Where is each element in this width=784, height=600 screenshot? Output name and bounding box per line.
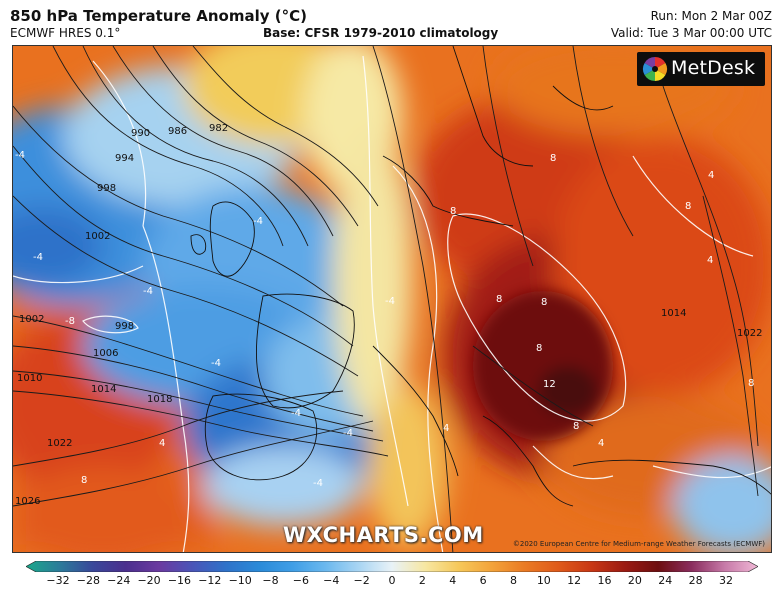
colorbar-tick-label: 28 (688, 574, 703, 587)
anomaly-label: 8 (573, 421, 579, 432)
anomaly-label: -4 (291, 408, 301, 419)
anomaly-label: 8 (541, 297, 547, 308)
isobar-label: 986 (168, 126, 187, 137)
anomaly-label: 4 (708, 170, 714, 181)
colorbar-tick-label: −6 (292, 574, 310, 587)
anomaly-label: 8 (748, 378, 754, 389)
colorbar (26, 561, 758, 572)
metdesk-logo-text: MetDesk (671, 57, 756, 79)
isobar-label: 1022 (47, 438, 72, 449)
isobar-label: 998 (97, 183, 116, 194)
anomaly-label: -4 (33, 252, 43, 263)
coastlines (190, 46, 771, 507)
anomaly-label: -4 (211, 358, 221, 369)
map-canvas: 990 986 982 994 998 1002 1002 998 1006 1… (13, 46, 771, 552)
colorbar-tick-label: −28 (76, 574, 100, 587)
colorbar-tick-label: −24 (107, 574, 131, 587)
isobar-label: 1018 (147, 394, 172, 405)
isobar-label: 1006 (93, 348, 118, 359)
wxcharts-watermark: WXCHARTS.COM (283, 523, 484, 547)
anomaly-map: 990 986 982 994 998 1002 1002 998 1006 1… (12, 45, 772, 553)
metdesk-logo-icon (642, 56, 668, 81)
anomaly-label: 4 (159, 438, 165, 449)
isobar-label: 1002 (19, 314, 44, 325)
colorbar-tick-label: −8 (262, 574, 279, 587)
anomaly-label: 4 (707, 255, 713, 266)
isobar-label-group: 990 986 982 994 998 1002 1002 998 1006 1… (15, 123, 762, 507)
anomaly-label: 8 (685, 201, 691, 212)
colorbar-tick-label: −4 (323, 574, 340, 587)
isobar-label: 1002 (85, 231, 110, 242)
isobar-label: 994 (115, 153, 134, 164)
colorbar-tick-label: −10 (228, 574, 252, 587)
colorbar-tick-label: −2 (353, 574, 370, 587)
anomaly-label: -8 (65, 316, 75, 327)
metdesk-logo: MetDesk (637, 52, 765, 86)
copyright-notice: ©2020 European Centre for Medium-range W… (512, 540, 765, 548)
colorbar-tick-label: −16 (167, 574, 192, 587)
anomaly-label: 8 (550, 153, 556, 164)
anomaly-label: -4 (343, 428, 353, 439)
base-climatology-label: Base: CFSR 1979-2010 climatology (263, 26, 499, 40)
anomaly-label: -4 (15, 150, 25, 161)
isobar-label: 1010 (17, 373, 42, 384)
anomaly-label: -4 (143, 286, 153, 297)
anomaly-contours (13, 55, 771, 552)
anomaly-label-group: -4 -4 -4 -8 -4 -4 -4 -4 -4 -4 4 4 4 4 8 … (15, 150, 754, 489)
isobar-label: 1014 (91, 384, 116, 395)
colorbar-tick-label: −12 (198, 574, 222, 587)
anomaly-label: -4 (253, 216, 263, 227)
colorbar-tick-label: 16 (597, 574, 612, 587)
anomaly-label: 8 (450, 206, 456, 217)
colorbar-tick-label: 10 (536, 574, 551, 587)
run-time-label: Run: Mon 2 Mar 00Z (650, 9, 772, 23)
colorbar-tick-label: 32 (719, 574, 733, 587)
colorbar-strip (26, 561, 758, 572)
anomaly-label: 8 (536, 343, 542, 354)
isobar-label: 1022 (737, 328, 762, 339)
anomaly-label: 12 (543, 379, 556, 390)
colorbar-tick-label: 4 (449, 574, 457, 587)
colorbar-tick-label: 24 (658, 574, 673, 587)
anomaly-label: 8 (496, 294, 502, 305)
anomaly-label: 4 (598, 438, 604, 449)
colorbar-tick-label: −32 (46, 574, 70, 587)
colorbar-tick-label: 8 (509, 574, 517, 587)
anomaly-label: -4 (313, 478, 323, 489)
isobar-label: 982 (209, 123, 228, 134)
anomaly-label: -4 (385, 296, 395, 307)
anomaly-label: 4 (443, 423, 449, 434)
colorbar-tick-label: 20 (627, 574, 642, 587)
isobar-label: 990 (131, 128, 150, 139)
chart-header: 850 hPa Temperature Anomaly (°C) ECMWF H… (0, 0, 784, 46)
isobar-label: 998 (115, 321, 134, 332)
anomaly-label: 8 (81, 475, 87, 486)
anomaly-field (13, 46, 771, 552)
colorbar-ticks: −32 −28 −24 −20 −16 −12 −10 −8 −6 −4 −2 0 2 4 6 8 10 12 16… (26, 574, 758, 590)
model-label: ECMWF HRES 0.1° (10, 26, 121, 40)
colorbar-tick-label: −20 (137, 574, 161, 587)
chart-title: 850 hPa Temperature Anomaly (°C) (10, 7, 307, 25)
isobars (13, 46, 759, 552)
colorbar-tick-label: 6 (479, 574, 487, 587)
isobar-label: 1014 (661, 308, 686, 319)
isobar-label: 1026 (15, 496, 40, 507)
colorbar-tick-label: 0 (388, 574, 396, 587)
valid-time-label: Valid: Tue 3 Mar 00:00 UTC (610, 26, 772, 40)
colorbar-tick-label: 12 (567, 574, 582, 587)
colorbar-tick-label: 2 (418, 574, 426, 587)
hot-core (473, 291, 613, 441)
